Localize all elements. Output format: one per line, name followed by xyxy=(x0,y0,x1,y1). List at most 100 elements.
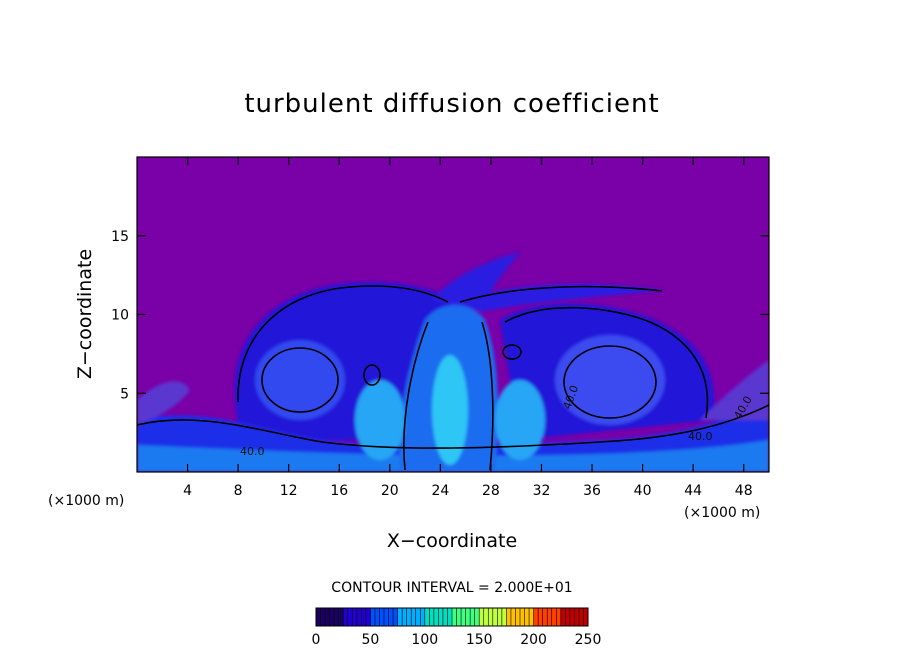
colorbar-cell xyxy=(456,608,462,626)
colorbar-cell xyxy=(520,608,525,626)
colorbar-cell xyxy=(411,608,417,626)
contour-left-dome xyxy=(237,285,449,403)
colorbar-cell xyxy=(560,608,566,626)
colorbar-cell xyxy=(465,608,471,626)
colorbar-cell xyxy=(388,608,394,626)
colorbar-cell xyxy=(384,608,389,626)
y-tick-label: 10 xyxy=(111,308,129,324)
colorbar-cell xyxy=(438,608,444,626)
colorbar-cell xyxy=(483,608,489,626)
colorbar: 0 50 100 150 200 250 xyxy=(312,607,601,648)
y-tick-label: 15 xyxy=(111,229,129,245)
colorbar-cell xyxy=(578,608,584,626)
plume-top xyxy=(430,252,520,310)
colorbar-cell xyxy=(424,608,430,626)
colorbar-cell xyxy=(415,608,421,626)
colorbar-cell xyxy=(374,608,380,626)
contour-column-right xyxy=(481,321,494,471)
x-unit-left: (×1000 m) xyxy=(48,493,124,509)
chart-title: turbulent diffusion coefficient xyxy=(244,89,659,119)
colorbar-cell xyxy=(442,608,448,626)
x-tick-label: 8 xyxy=(234,483,243,499)
x-tick-label: 32 xyxy=(533,483,551,499)
patch-center-b xyxy=(495,380,545,460)
colorbar-cell xyxy=(492,608,498,626)
colorbar-tick-label: 100 xyxy=(411,632,438,648)
colorbar-cell xyxy=(574,608,580,626)
right-edge-streak xyxy=(700,360,769,420)
colorbar-tick-label: 200 xyxy=(520,632,547,648)
x-tick-label: 12 xyxy=(280,483,298,499)
contour-lower xyxy=(137,404,769,449)
patch-left xyxy=(255,340,345,420)
colorbar-cell xyxy=(325,608,330,626)
colorbar-cell xyxy=(474,608,480,626)
colorbar-cell xyxy=(361,608,367,626)
colorbar-cell xyxy=(488,608,494,626)
contour-label: 40.0 xyxy=(688,430,713,443)
colorbar-cell xyxy=(569,608,575,626)
colorbar-cell xyxy=(347,608,353,626)
colorbar-cell xyxy=(510,608,516,626)
colorbar-cell xyxy=(393,608,398,626)
colorbar-cell xyxy=(529,608,534,626)
colorbar-cell xyxy=(433,608,439,626)
colorbar-tick-label: 0 xyxy=(312,632,321,648)
x-tick-label: 20 xyxy=(381,483,399,499)
x-tick-label: 24 xyxy=(431,483,449,499)
colorbar-cell xyxy=(356,608,362,626)
colorbar-cell xyxy=(429,608,435,626)
x-tick-label: 16 xyxy=(330,483,348,499)
colorbar-tick-label: 50 xyxy=(361,632,379,648)
colorbar-cell xyxy=(352,608,358,626)
colorbar-cell xyxy=(538,608,544,626)
plot-area: 40.0 40.0 40.0 40.0 xyxy=(137,157,769,472)
contour-lines xyxy=(137,285,769,471)
field-shapes xyxy=(137,252,769,472)
contour-column-left xyxy=(403,321,429,471)
colorbar-cell xyxy=(329,608,335,626)
x-tick-label: 48 xyxy=(735,483,753,499)
x-tick-label: 44 xyxy=(684,483,702,499)
colorbar-cell xyxy=(365,608,371,626)
x-axis: 4 8 12 16 20 24 28 32 36 40 44 48 xyxy=(183,157,753,499)
colorbar-cell xyxy=(506,608,512,626)
colorbar-cell xyxy=(406,608,412,626)
x-tick-label: 40 xyxy=(634,483,652,499)
colorbar-cell xyxy=(565,608,571,626)
colorbar-frame xyxy=(315,607,589,627)
colorbar-cell xyxy=(343,608,349,626)
colorbar-cell xyxy=(370,608,376,626)
colorbar-cell xyxy=(420,608,426,626)
colorbar-cell xyxy=(338,608,344,626)
colorbar-cell xyxy=(515,608,521,626)
colorbar-cell xyxy=(397,608,403,626)
x-tick-label: 28 xyxy=(482,483,500,499)
contour-plume xyxy=(459,285,663,303)
contour-ring-c xyxy=(363,364,381,386)
x-tick-label: 4 xyxy=(183,483,192,499)
colorbar-cell xyxy=(497,608,503,626)
colorbar-cell xyxy=(542,608,548,626)
contour-interval-text: CONTOUR INTERVAL = 2.000E+01 xyxy=(331,580,572,596)
contour-ring-a xyxy=(261,347,339,413)
colorbar-cell xyxy=(524,608,530,626)
contour-ring-b xyxy=(563,345,657,419)
colorbar-tick-label: 150 xyxy=(466,632,493,648)
colorbar-cell xyxy=(470,608,476,626)
colorbar-cell xyxy=(501,608,507,626)
colorbar-cell xyxy=(556,608,562,626)
colorbar-cell xyxy=(551,608,557,626)
colorbar-cell xyxy=(447,608,453,626)
x-tick-label: 36 xyxy=(583,483,601,499)
colorbar-cell xyxy=(547,608,553,626)
colorbar-cell xyxy=(402,608,408,626)
patch-center-a xyxy=(355,380,405,460)
patch-right xyxy=(555,335,665,425)
colorbar-cell xyxy=(461,608,466,626)
colorbar-cell xyxy=(452,608,457,626)
y-axis-label: Z−coordinate xyxy=(74,249,96,379)
contour-label: 40.0 xyxy=(240,445,265,458)
colorbar-cell xyxy=(533,608,539,626)
contour-right-dome xyxy=(504,306,709,419)
